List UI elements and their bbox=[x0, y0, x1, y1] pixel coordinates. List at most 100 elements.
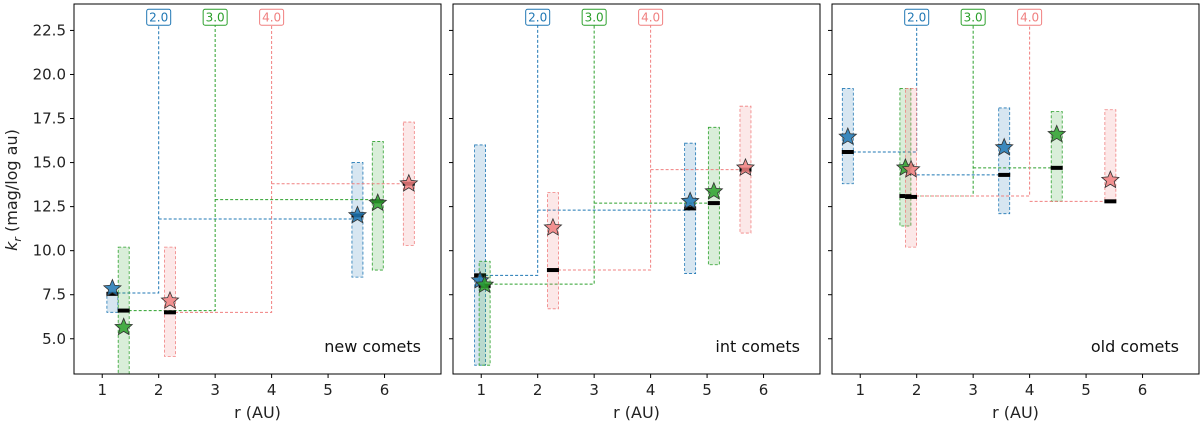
range-box-2.0-1 bbox=[106, 292, 119, 313]
panel-3: 2.0 3.0 4.0 1 2 3 4 5 6 r (AU) old comets bbox=[828, 3, 1200, 422]
breakpoint-label-3.0: 3.0 bbox=[964, 11, 983, 25]
x-tick-label-1: 1 bbox=[476, 381, 486, 399]
breakpoint-label-2.0: 2.0 bbox=[907, 11, 926, 25]
star-marker-3.0-1 bbox=[114, 317, 134, 336]
x-tick-label-2: 2 bbox=[154, 381, 164, 399]
median-marker-3.0-2 bbox=[1050, 165, 1063, 170]
range-box-2.0-2 bbox=[998, 107, 1011, 215]
breakpoint-label-2.0: 2.0 bbox=[149, 11, 168, 25]
x-tick-label-6: 6 bbox=[380, 381, 390, 399]
plot-area bbox=[838, 25, 1120, 248]
star-marker-3.0-2 bbox=[1047, 124, 1067, 143]
median-marker-2.0-2 bbox=[684, 206, 697, 211]
star-marker-3.0-2 bbox=[704, 181, 724, 200]
median-marker-3.0-1 bbox=[117, 308, 130, 313]
x-tick-label-2: 2 bbox=[533, 381, 543, 399]
breakpoint-label-4.0: 4.0 bbox=[641, 11, 660, 25]
star-marker-4.0-1 bbox=[901, 159, 921, 178]
breakpoint-label-3.0: 3.0 bbox=[206, 11, 225, 25]
panel-frame bbox=[831, 3, 1200, 375]
step-line-4.0 bbox=[169, 25, 409, 313]
star-marker-4.0-2 bbox=[1100, 170, 1120, 189]
x-tick-label-5: 5 bbox=[1081, 381, 1091, 399]
y-tick-label-20: 20.0 bbox=[33, 65, 66, 83]
step-line-4.0 bbox=[552, 25, 746, 271]
star-marker-2.0-2 bbox=[680, 191, 700, 210]
breakpoint-label-box-2.0 bbox=[146, 8, 172, 26]
y-tick-label-22.5: 22.5 bbox=[33, 21, 66, 39]
step-line-3.0 bbox=[905, 25, 1057, 197]
star-marker-2.0-2 bbox=[347, 205, 367, 224]
breakpoint-label-box-4.0 bbox=[638, 8, 664, 26]
star-marker-2.0-2 bbox=[994, 137, 1014, 156]
range-box-4.0-2 bbox=[1104, 109, 1117, 202]
median-marker-4.0-2 bbox=[1104, 199, 1117, 204]
panel-frame bbox=[73, 3, 442, 375]
panel-label: new comets bbox=[324, 337, 421, 356]
star-marker-4.0-2 bbox=[399, 173, 419, 192]
x-tick-label-4: 4 bbox=[646, 381, 656, 399]
x-tick-label-6: 6 bbox=[759, 381, 769, 399]
median-marker-2.0-1 bbox=[841, 150, 854, 154]
x-tick-label-5: 5 bbox=[702, 381, 712, 399]
panels-layer: 2.0 3.0 4.0 1 2 3 4 5 6 5.0 7.5 10.0 12.5 15.0 17.5 20.… bbox=[33, 3, 1200, 422]
x-axis-label: r (AU) bbox=[613, 403, 660, 422]
step-line-3.0 bbox=[484, 25, 714, 285]
plot-area bbox=[102, 25, 419, 374]
median-marker-2.0-1 bbox=[106, 291, 119, 296]
star-marker-3.0-2 bbox=[368, 193, 388, 212]
range-box-4.0-1 bbox=[547, 192, 559, 310]
panel-2: 2.0 3.0 4.0 1 2 3 4 5 6 r (AU) int comets bbox=[449, 3, 821, 422]
step-line-3.0 bbox=[123, 25, 378, 312]
breakpoint-label-box-2.0 bbox=[525, 8, 551, 26]
breakpoint-label-box-2.0 bbox=[904, 8, 930, 26]
median-marker-4.0-1 bbox=[546, 268, 559, 273]
range-box-3.0-1 bbox=[478, 260, 491, 366]
x-tick-label-2: 2 bbox=[912, 381, 922, 399]
x-tick-label-1: 1 bbox=[855, 381, 865, 399]
y-tick-label-12.5: 12.5 bbox=[33, 198, 66, 216]
x-tick-label-4: 4 bbox=[1025, 381, 1035, 399]
x-axis-label: r (AU) bbox=[234, 403, 281, 422]
step-line-2.0 bbox=[847, 25, 1005, 176]
x-tick-label-3: 3 bbox=[968, 381, 978, 399]
step-line-2.0 bbox=[112, 25, 358, 294]
breakpoint-label-4.0: 4.0 bbox=[1020, 11, 1039, 25]
x-axis-label: r (AU) bbox=[992, 403, 1039, 422]
plot-area bbox=[470, 25, 756, 366]
breakpoint-label-box-3.0 bbox=[202, 8, 228, 26]
star-marker-4.0-1 bbox=[160, 290, 180, 310]
star-marker-4.0-1 bbox=[543, 217, 563, 236]
x-tick-label-5: 5 bbox=[323, 381, 333, 399]
step-line-2.0 bbox=[480, 25, 691, 276]
range-box-2.0-1 bbox=[474, 144, 487, 366]
y-axis-label-rest: (mag/log au) bbox=[2, 129, 21, 237]
y-axis-label-main: k bbox=[2, 241, 21, 251]
star-marker-3.0-1 bbox=[475, 274, 495, 294]
y-axis-label: kr (mag/log au) bbox=[2, 129, 24, 251]
panel-1: 2.0 3.0 4.0 1 2 3 4 5 6 5.0 7.5 10.0 12.5 15.0 17.5 20.… bbox=[33, 3, 442, 422]
median-marker-3.0-2 bbox=[707, 201, 720, 206]
star-marker-2.0-1 bbox=[838, 126, 858, 146]
breakpoint-label-4.0: 4.0 bbox=[262, 11, 281, 25]
x-tick-label-6: 6 bbox=[1138, 381, 1148, 399]
star-marker-4.0-2 bbox=[735, 157, 756, 176]
panel-frame bbox=[452, 3, 821, 375]
panel-label: int comets bbox=[715, 337, 800, 356]
median-marker-2.0-2 bbox=[998, 172, 1011, 177]
breakpoint-label-3.0: 3.0 bbox=[585, 11, 604, 25]
breakpoint-label-2.0: 2.0 bbox=[528, 11, 547, 25]
star-marker-2.0-1 bbox=[102, 278, 122, 297]
x-tick-label-3: 3 bbox=[210, 381, 220, 399]
y-tick-label-5: 5.0 bbox=[42, 330, 66, 348]
breakpoint-label-box-3.0 bbox=[581, 8, 607, 26]
panel-label: old comets bbox=[1091, 337, 1179, 356]
breakpoint-label-box-4.0 bbox=[1017, 8, 1043, 26]
y-tick-label-15: 15.0 bbox=[33, 154, 66, 172]
y-axis-label-sub: r bbox=[11, 236, 24, 242]
x-tick-label-3: 3 bbox=[589, 381, 599, 399]
y-tick-label-10: 10.0 bbox=[33, 242, 66, 260]
x-tick-label-4: 4 bbox=[267, 381, 277, 399]
median-marker-4.0-1 bbox=[163, 310, 176, 315]
